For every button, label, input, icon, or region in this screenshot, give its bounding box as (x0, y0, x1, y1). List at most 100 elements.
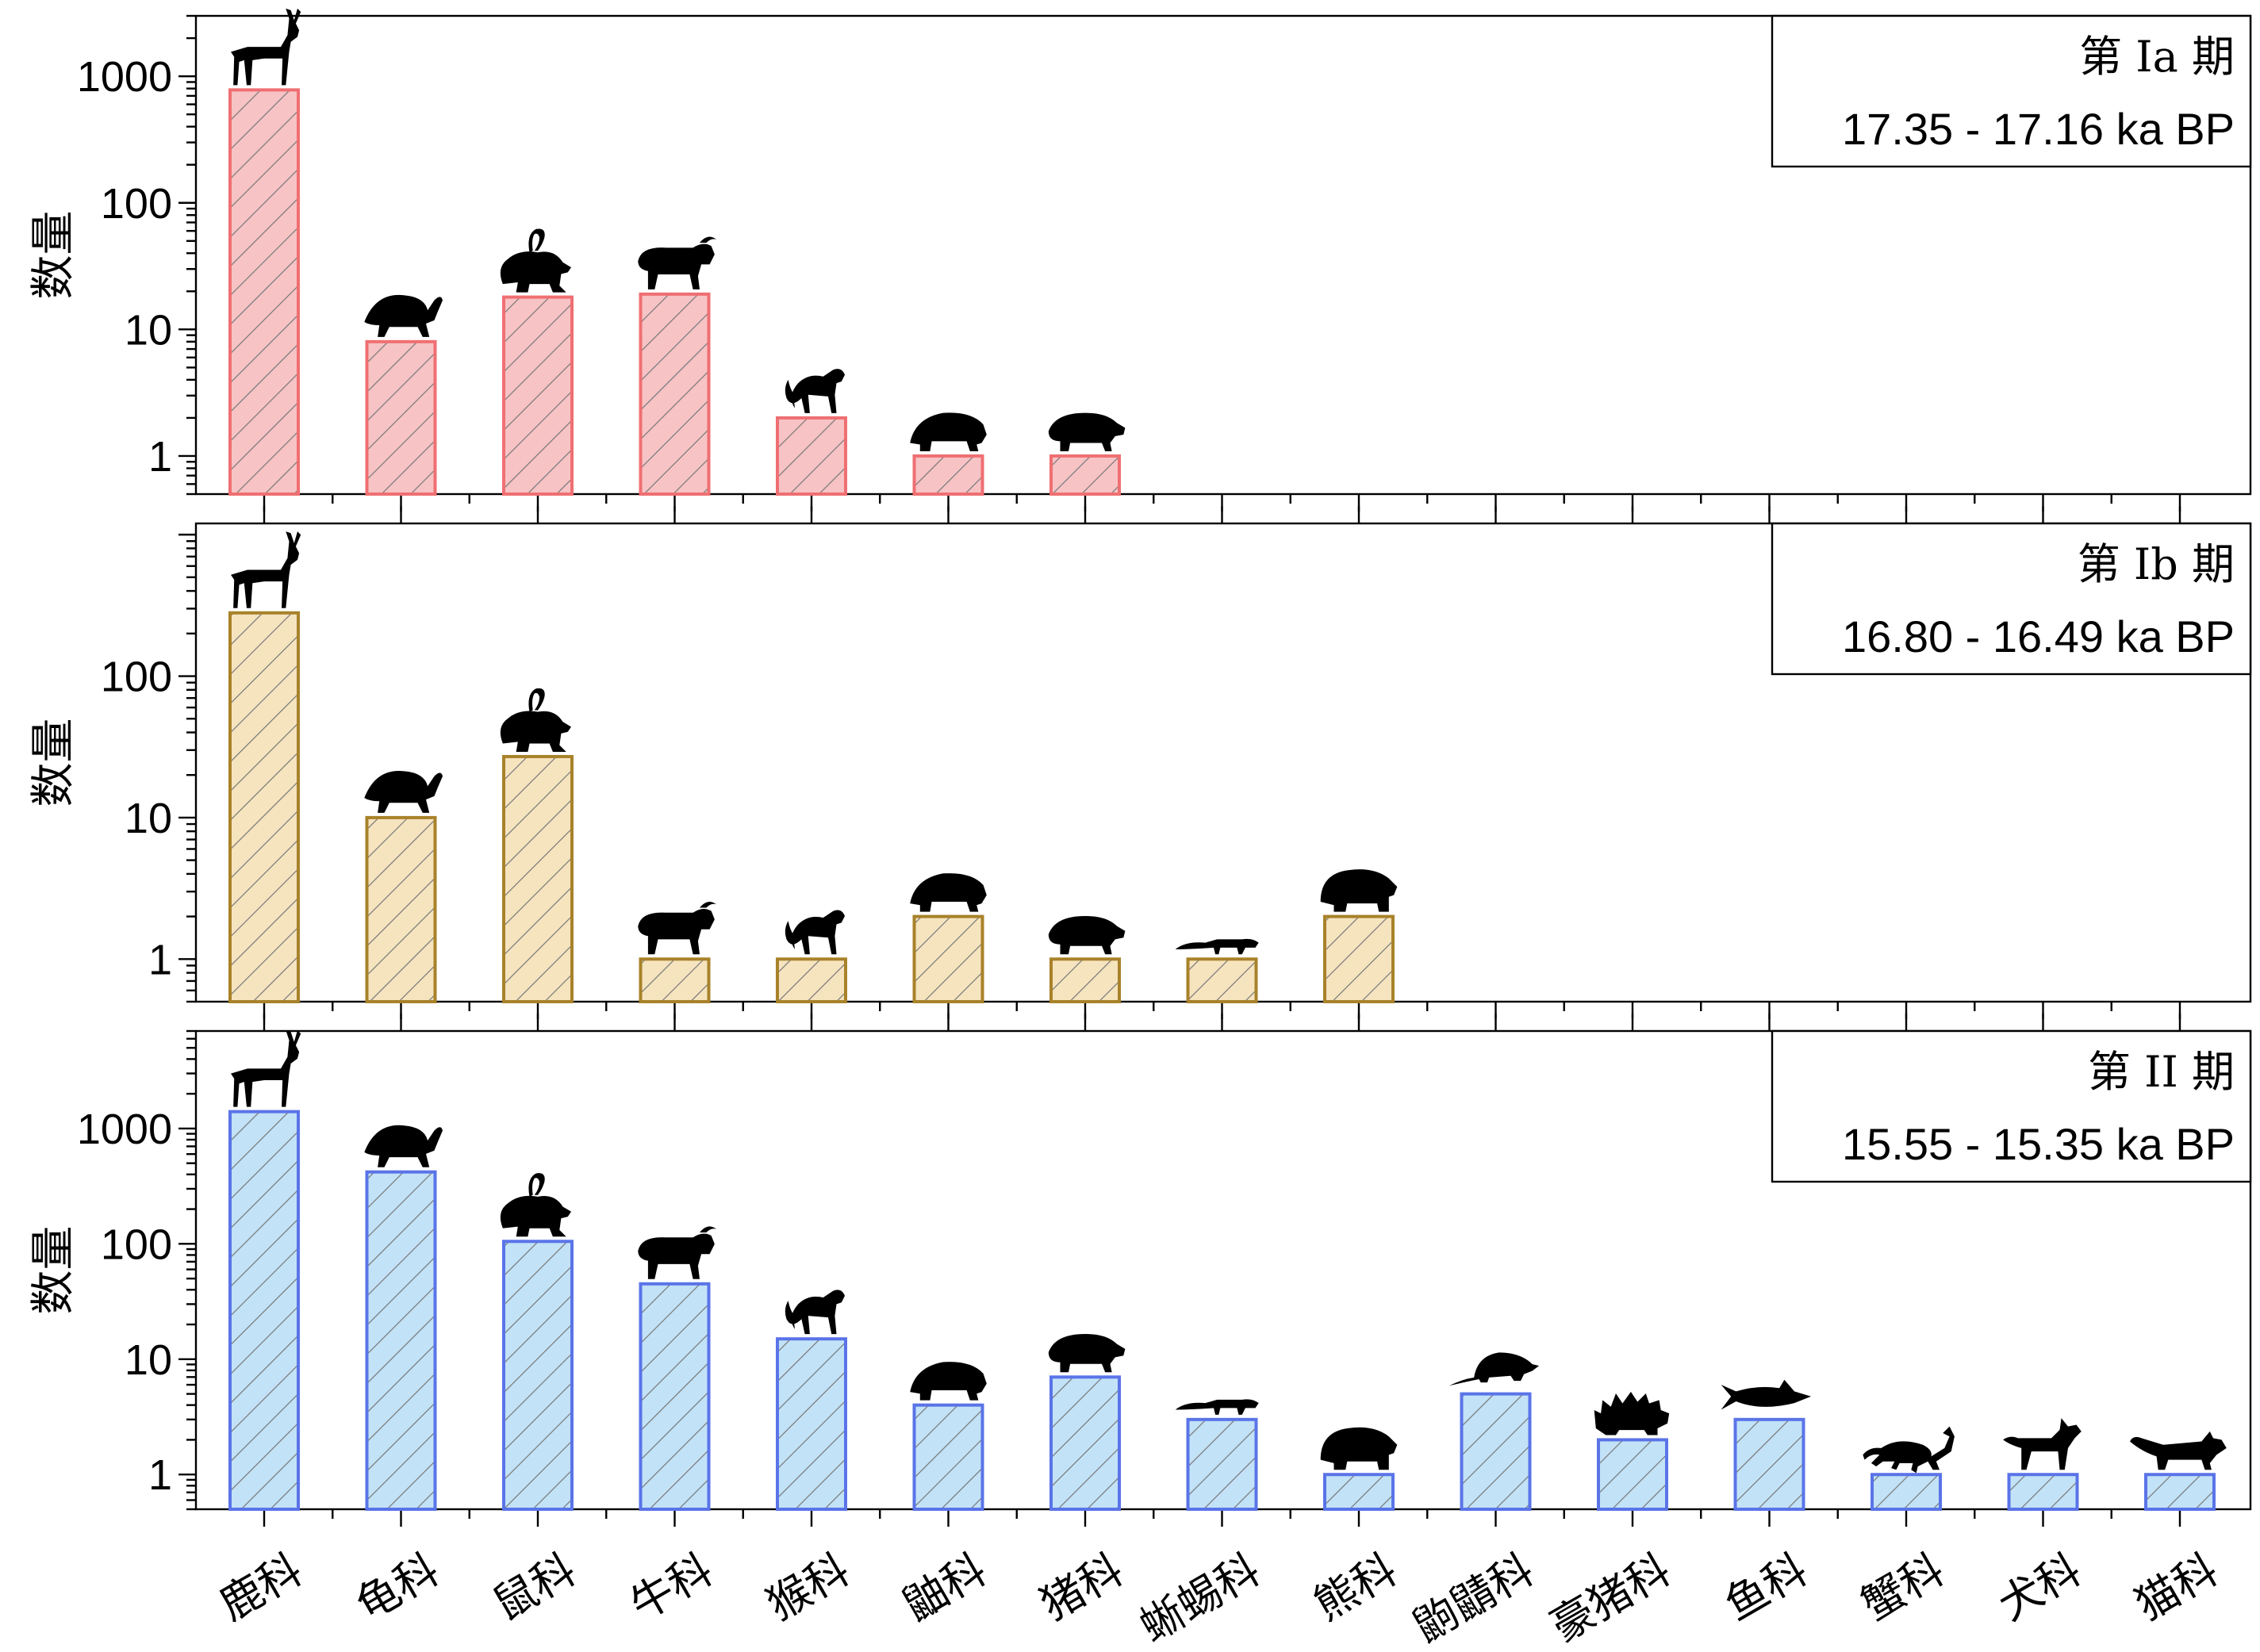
rat-icon (500, 1173, 571, 1237)
x-tick-label: 猴科 (758, 1544, 858, 1631)
x-category-labels: 鹿科 龟科 鼠科 牛科 猴科 鼬科 猪科 蜥蜴科 熊科 鼩鼱科 豪猪科 鱼科 蟹科 犬科 猫科 (211, 1544, 2226, 1652)
bar-hatch (776, 416, 847, 496)
panel-3: 1 10 100 1000 数量 第 II 期 15.55 - 15.35 ka BP (28, 1014, 2252, 1527)
period-label: 第 Ia 期 (2079, 32, 2235, 82)
bar-hatch (639, 292, 711, 496)
lizard-icon (1175, 1399, 1259, 1415)
bar-hatch (2144, 1473, 2216, 1511)
period-legend: 第 II 期 15.55 - 15.35 ka BP (1771, 1029, 2252, 1183)
legend-box (1771, 1029, 2252, 1183)
bar-hatch (502, 754, 574, 1003)
rat-icon (500, 228, 571, 293)
y-tick-label: 100 (101, 180, 172, 228)
x-tick-label: 蟹科 (1853, 1544, 1952, 1631)
y-tick-label: 1 (148, 433, 172, 481)
period-legend: 第 Ia 期 17.35 - 17.16 ka BP (1771, 14, 2252, 168)
bar-hatch (912, 1403, 984, 1511)
y-tick-label: 100 (101, 654, 172, 701)
bar-hatch (365, 815, 437, 1004)
x-tick-label: 鹿科 (211, 1544, 310, 1631)
y-axis-title: 数量 (28, 719, 79, 807)
x-tick-label: 犬科 (1990, 1544, 2089, 1631)
bar-hatch (1597, 1438, 1668, 1511)
x-tick-label: 龟科 (348, 1544, 447, 1631)
y-tick-label: 1000 (77, 53, 172, 101)
boar-icon (1048, 915, 1126, 955)
turtle-icon (364, 770, 443, 813)
badger-icon (910, 1362, 987, 1401)
x-tick-label: 猪科 (1032, 1544, 1131, 1631)
legend-box (1771, 522, 2252, 676)
bar-hatch (502, 295, 574, 496)
bar-hatch (776, 1337, 847, 1512)
y-tick-label: 10 (125, 306, 172, 354)
boar-icon (1048, 1334, 1126, 1373)
bar-hatch (365, 1170, 437, 1511)
x-tick-label: 鼠科 (485, 1544, 584, 1631)
bar-hatch (1323, 1473, 1395, 1511)
bar-hatch (1460, 1392, 1532, 1512)
bar-hatch (1049, 957, 1121, 1004)
rat-icon (500, 688, 571, 752)
deer-icon (231, 531, 301, 608)
bar-hatch (912, 454, 984, 496)
bar-hatch (2007, 1473, 2079, 1511)
bar-hatch (639, 1282, 711, 1511)
bar-hatch (912, 914, 984, 1003)
x-tick-label: 蜥蜴科 (1132, 1544, 1268, 1652)
deer-icon (231, 1030, 301, 1107)
bear-icon (1320, 1427, 1398, 1470)
porcupine-icon (1594, 1391, 1670, 1435)
bar-hatch (1186, 1417, 1258, 1512)
legend-box (1771, 14, 2252, 168)
bar-hatch (639, 957, 711, 1004)
date-range-label: 15.55 - 15.35 ka BP (1842, 1119, 2235, 1169)
bear-icon (1320, 869, 1398, 912)
period-label: 第 Ib 期 (2078, 539, 2235, 589)
buffalo-icon (638, 1226, 716, 1279)
bar-hatch (776, 957, 847, 1004)
dog-icon (2003, 1418, 2082, 1470)
shrew-icon (1448, 1352, 1540, 1386)
bar-hatch (228, 88, 300, 496)
badger-icon (910, 412, 987, 451)
bar-hatch (1186, 957, 1258, 1004)
monkey-icon (785, 910, 845, 955)
y-axis-title: 数量 (28, 211, 79, 300)
y-tick-label: 100 (101, 1221, 172, 1268)
bar-hatch (1871, 1473, 1942, 1511)
boar-icon (1048, 412, 1126, 451)
buffalo-icon (638, 901, 716, 955)
y-tick-label: 10 (125, 1336, 172, 1384)
bar-hatch (1733, 1417, 1805, 1512)
bar-hatch (1049, 454, 1121, 496)
period-legend: 第 Ib 期 16.80 - 16.49 ka BP (1771, 522, 2252, 676)
period-label: 第 II 期 (2088, 1047, 2235, 1097)
bar-hatch (502, 1240, 574, 1512)
x-tick-label: 鱼科 (1717, 1544, 1816, 1631)
y-tick-label: 1 (148, 936, 172, 983)
plot-frame (194, 14, 2252, 496)
y-tick-label: 1 (148, 1451, 172, 1499)
y-tick-label: 10 (125, 795, 172, 842)
x-tick-label: 牛科 (622, 1544, 721, 1631)
x-tick-label: 豪猪科 (1542, 1544, 1679, 1652)
x-tick-label: 猫科 (2127, 1544, 2226, 1631)
turtle-icon (364, 294, 443, 337)
deer-icon (231, 8, 301, 86)
panel-2: 1 10 100 数量 第 Ib 期 16.80 - 16.49 ka BP (28, 506, 2252, 1019)
bar-hatch (228, 1110, 300, 1511)
buffalo-icon (638, 236, 716, 289)
fish-icon (1721, 1379, 1811, 1410)
cat-icon (2130, 1431, 2227, 1470)
x-tick-label: 鼬科 (896, 1544, 995, 1631)
lizard-icon (1175, 938, 1259, 955)
monkey-icon (785, 1290, 845, 1335)
y-tick-label: 1000 (77, 1106, 172, 1153)
y-axis-title: 数量 (28, 1226, 79, 1315)
bar-hatch (1049, 1375, 1121, 1511)
x-tick-label: 鼩鼱科 (1406, 1544, 1542, 1652)
monkey-icon (785, 369, 845, 413)
badger-icon (910, 873, 987, 912)
